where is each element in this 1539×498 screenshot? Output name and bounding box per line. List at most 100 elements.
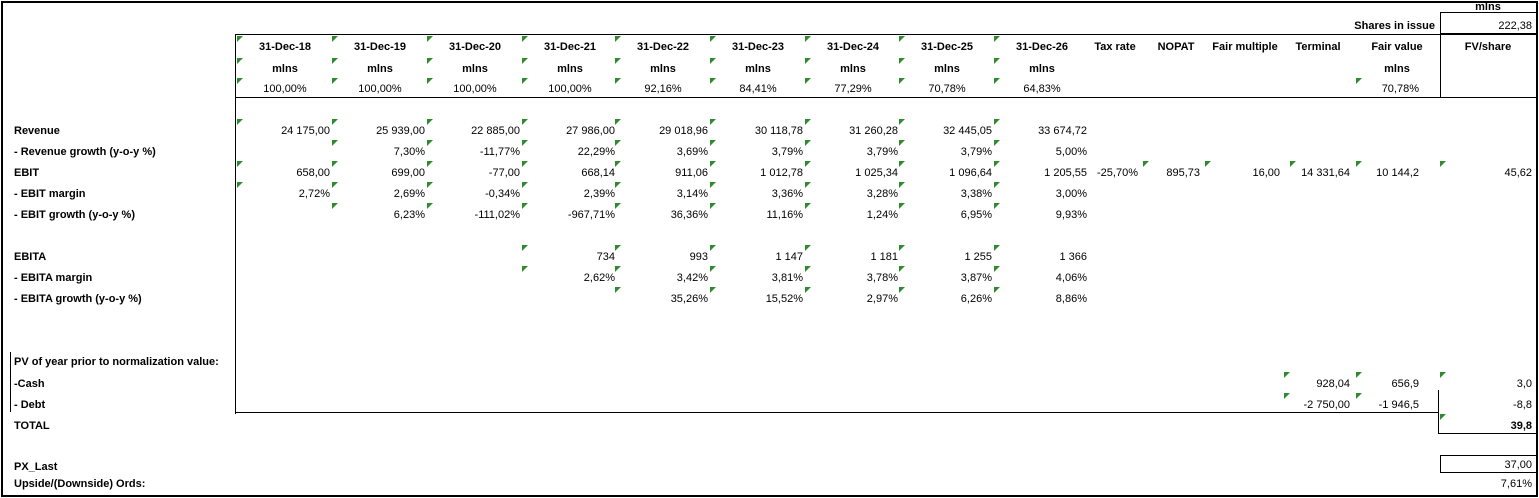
cell-revenue-growth[interactable]: 22,29% <box>577 146 615 158</box>
cell-ebita[interactable]: 1 147 <box>775 251 803 263</box>
cell-ebit-growth[interactable]: -967,71% <box>567 209 615 221</box>
cell-marker <box>522 36 528 42</box>
cell-ebit-growth[interactable]: 9,93% <box>1055 209 1087 221</box>
upside-value[interactable]: 7,61% <box>1500 478 1532 490</box>
cell-marker <box>522 245 528 251</box>
cell-revenue-growth[interactable]: 3,69% <box>676 146 708 158</box>
cell-ebit[interactable]: 1 025,34 <box>855 167 898 179</box>
cell-ebita[interactable]: 993 <box>689 251 708 263</box>
cell-marker <box>332 182 338 188</box>
cell-ebita-margin[interactable]: 3,81% <box>771 272 803 284</box>
cell-revenue-growth[interactable]: 7,30% <box>393 146 425 158</box>
cell-revenue[interactable]: 29 018,96 <box>659 125 708 137</box>
pv-cash-fair-value[interactable]: 656,9 <box>1391 378 1419 390</box>
cell-revenue[interactable]: 27 986,00 <box>566 125 615 137</box>
cell-ebit[interactable]: -77,00 <box>488 167 520 179</box>
cell-ebita-growth[interactable]: 2,97% <box>866 293 898 305</box>
cell-ebit[interactable]: 658,00 <box>296 167 330 179</box>
cell-ebit-margin[interactable]: 3,28% <box>866 188 898 200</box>
cell-revenue[interactable]: 25 939,00 <box>376 125 425 137</box>
cell-ebit-margin[interactable]: 3,36% <box>771 188 803 200</box>
cell-ebit-growth[interactable]: 11,16% <box>766 209 804 221</box>
cell-ebita-margin[interactable]: 3,42% <box>676 272 708 284</box>
cell-ebita-margin[interactable]: 2,62% <box>583 272 615 284</box>
cell-ebit[interactable]: 668,14 <box>581 167 615 179</box>
cell-ebita-margin[interactable]: 3,78% <box>866 272 898 284</box>
cell-marker <box>615 140 621 146</box>
px-last-box <box>1440 455 1537 473</box>
cell-ebit-margin[interactable]: 3,14% <box>676 188 708 200</box>
cell-marker <box>994 78 1000 84</box>
cell-ebit-growth[interactable]: 6,95% <box>960 209 992 221</box>
cell-revenue[interactable]: 33 674,72 <box>1038 125 1087 137</box>
cell-revenue[interactable]: 32 445,05 <box>943 125 992 137</box>
cell-revenue[interactable]: 31 260,28 <box>849 125 898 137</box>
cell-revenue-growth[interactable]: 3,79% <box>771 146 803 158</box>
cell-ebit-margin[interactable]: 3,38% <box>960 188 992 200</box>
ebit-fair-multiple[interactable]: 16,00 <box>1252 167 1280 179</box>
header-discount[interactable]: 84,41% <box>739 83 777 95</box>
cell-ebit[interactable]: 1 012,78 <box>760 167 803 179</box>
cell-ebita-growth[interactable]: 6,26% <box>960 293 992 305</box>
cell-ebita-margin[interactable]: 4,06% <box>1055 272 1087 284</box>
header-discount[interactable]: 100,00% <box>358 83 402 95</box>
header-discount[interactable]: 100,00% <box>548 83 592 95</box>
header-discount[interactable]: 100,00% <box>453 83 497 95</box>
cell-revenue[interactable]: 30 118,78 <box>754 125 803 137</box>
cell-ebit-margin[interactable]: 2,72% <box>298 188 330 200</box>
cell-ebit[interactable]: 1 205,55 <box>1044 167 1087 179</box>
cell-ebit[interactable]: 1 096,64 <box>949 167 992 179</box>
cell-ebit[interactable]: 699,00 <box>391 167 425 179</box>
header-units: mlns <box>367 63 393 75</box>
fair-value-discount[interactable]: 70,78% <box>1381 83 1419 95</box>
cell-ebita-growth[interactable]: 8,86% <box>1055 293 1087 305</box>
pv-debt-fair-value[interactable]: -1 946,5 <box>1378 399 1419 411</box>
pv-debt-terminal[interactable]: -2 750,00 <box>1303 399 1350 411</box>
cell-ebit-growth[interactable]: 36,36% <box>670 209 708 221</box>
header-date: 31-Dec-18 <box>259 41 311 53</box>
pv-total-fv-share[interactable]: 39,8 <box>1510 420 1532 432</box>
ebit-fair-value[interactable]: 10 144,2 <box>1376 167 1419 179</box>
cell-marker <box>427 78 433 84</box>
cell-revenue-growth[interactable]: 3,79% <box>960 146 992 158</box>
header-discount[interactable]: 77,29% <box>834 83 872 95</box>
ebit-nopat[interactable]: 895,73 <box>1166 167 1200 179</box>
ebit-tax-rate[interactable]: -25,70% <box>1097 167 1138 179</box>
ebit-terminal[interactable]: 14 331,64 <box>1301 167 1350 179</box>
header-units: mlns <box>650 63 676 75</box>
cell-revenue-growth[interactable]: 5,00% <box>1055 146 1087 158</box>
px-last-value[interactable]: 37,00 <box>1504 459 1532 471</box>
cell-revenue-growth[interactable]: -11,77% <box>479 146 520 158</box>
row-label-ebit: EBIT <box>14 167 40 179</box>
cell-ebita-growth[interactable]: 15,52% <box>765 293 803 305</box>
cell-ebit-growth[interactable]: 6,23% <box>393 209 425 221</box>
cell-ebita-growth[interactable]: 35,26% <box>670 293 708 305</box>
cell-ebit-margin[interactable]: 2,69% <box>393 188 425 200</box>
cell-ebit-margin[interactable]: -0,34% <box>485 188 520 200</box>
cell-ebit-margin[interactable]: 3,00% <box>1055 188 1087 200</box>
header-discount[interactable]: 64,83% <box>1023 83 1061 95</box>
cell-marker <box>805 245 811 251</box>
header-discount[interactable]: 100,00% <box>263 83 307 95</box>
cell-ebit[interactable]: 911,06 <box>675 167 708 179</box>
cell-revenue[interactable]: 22 885,00 <box>471 125 520 137</box>
ebit-fv-share[interactable]: 45,62 <box>1504 167 1532 179</box>
cell-revenue[interactable]: 24 175,00 <box>281 125 330 137</box>
pv-debt-fv-share[interactable]: -8,8 <box>1513 399 1532 411</box>
header-discount[interactable]: 92,16% <box>644 83 682 95</box>
cell-ebita[interactable]: 734 <box>596 251 615 263</box>
cell-ebit-margin[interactable]: 2,39% <box>583 188 615 200</box>
cell-ebita[interactable]: 1 366 <box>1059 251 1087 263</box>
shares-value[interactable]: 222,38 <box>1498 20 1532 32</box>
cell-ebita-margin[interactable]: 3,87% <box>960 272 992 284</box>
header-discount[interactable]: 70,78% <box>928 83 966 95</box>
pv-cash-terminal[interactable]: 928,04 <box>1316 378 1350 390</box>
cell-revenue-growth[interactable]: 3,79% <box>866 146 898 158</box>
cell-ebita[interactable]: 1 255 <box>964 251 992 263</box>
pv-cash-fv-share[interactable]: 3,0 <box>1516 378 1532 390</box>
cell-ebit-growth[interactable]: 1,24% <box>866 209 898 221</box>
cell-ebita[interactable]: 1 181 <box>870 251 898 263</box>
cell-ebit-growth[interactable]: -111,02% <box>474 209 520 221</box>
row-label-ebit-margin: - EBIT margin <box>14 188 86 200</box>
cell-marker <box>615 245 621 251</box>
